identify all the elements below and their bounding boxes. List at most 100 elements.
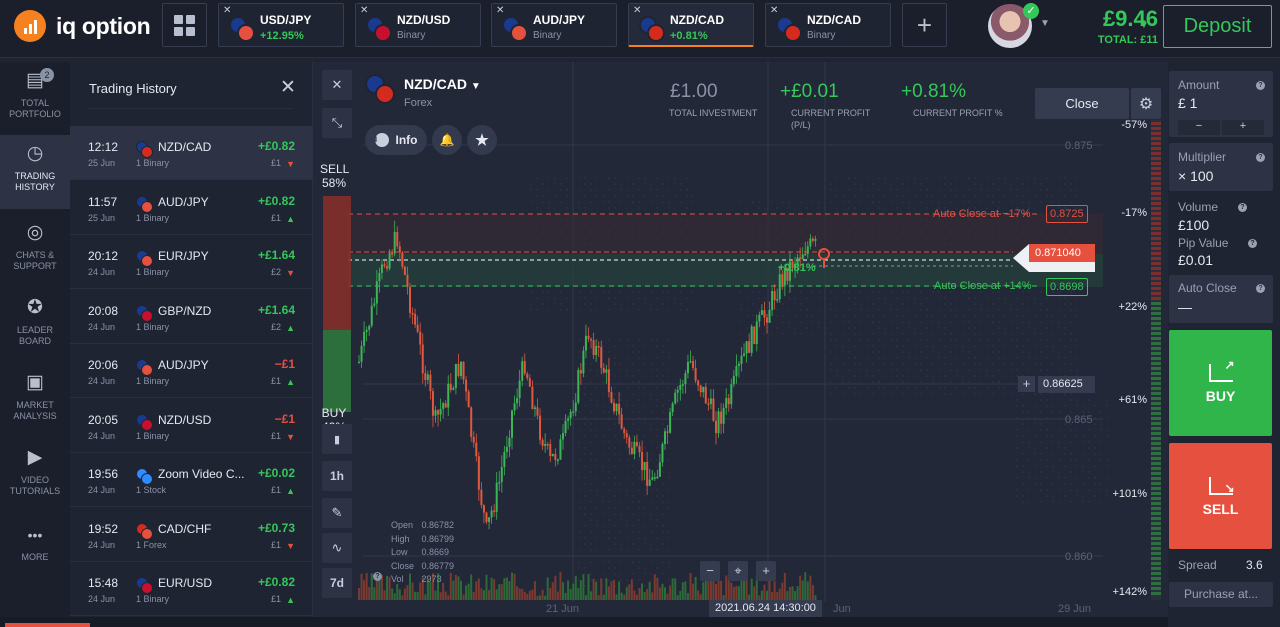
map-dot (632, 501, 634, 503)
sell-button[interactable]: ↘ SELL (1169, 443, 1272, 549)
map-dot (1016, 345, 1018, 347)
brand-logo[interactable]: iq option (14, 10, 151, 42)
map-dot (1088, 471, 1090, 473)
balance-display[interactable]: £9.46 TOTAL: £11 (1066, 6, 1158, 46)
close-tab-icon[interactable]: ✕ (633, 5, 642, 16)
map-dot (1010, 381, 1012, 383)
map-dot (962, 333, 964, 335)
candle-body (717, 411, 720, 434)
volume-bar (745, 574, 748, 600)
zoom-reset-button[interactable]: ⌖ (728, 561, 748, 581)
amount-value[interactable]: £ 1 (1178, 95, 1198, 111)
auto-close-field[interactable]: Auto Close ? — (1169, 275, 1273, 323)
close-tab-icon[interactable]: ✕ (360, 5, 369, 16)
map-dot (584, 537, 586, 539)
history-row[interactable]: 20:06 24 Jun AUD/JPY 1 Binary −£1 £1 ▲ (70, 344, 313, 398)
buy-button[interactable]: ↗ BUY (1169, 330, 1272, 436)
map-dot (620, 351, 622, 353)
history-row[interactable]: 12:12 25 Jun NZD/CAD 1 Binary +£0.82 £1 ▼ (70, 126, 313, 180)
bell-icon[interactable]: 🔔 (432, 125, 462, 155)
close-tab-icon[interactable]: ✕ (770, 5, 779, 16)
asset-tab[interactable]: ✕ AUD/JPY Binary (491, 3, 617, 47)
nav-item[interactable]: ▤ 2 TOTAL PORTFOLIO (0, 62, 70, 134)
gear-icon[interactable]: ⚙ (1131, 88, 1161, 119)
map-dot (638, 519, 640, 521)
asset-selector[interactable]: NZD/CAD ▼ (404, 76, 481, 92)
asset-tab[interactable]: ✕ NZD/USD Binary (355, 3, 481, 47)
add-tab-button[interactable]: + (902, 3, 947, 47)
trade-investment: £1 (270, 539, 281, 550)
chevron-down-icon[interactable]: ▼ (1040, 18, 1050, 29)
history-row[interactable]: 19:52 24 Jun CAD/CHF 1 Forex +£0.73 £1 ▼ (70, 508, 313, 562)
asset-tab[interactable]: ✕ USD/JPY +12.95% (218, 3, 344, 47)
map-dot (668, 567, 670, 569)
history-row[interactable]: 20:08 24 Jun GBP/NZD 1 Binary +£1.64 £2 ▲ (70, 290, 313, 344)
map-dot (1004, 387, 1006, 389)
nav-label: VIDEO TUTORIALS (9, 475, 61, 496)
history-row[interactable]: 15:48 24 Jun EUR/USD 1 Binary +£0.82 £1 ▲ (70, 562, 313, 616)
map-dot (1040, 489, 1042, 491)
map-dot (1040, 399, 1042, 401)
multiplier-field[interactable]: Multiplier ? × 100 (1169, 143, 1273, 191)
close-tab-icon[interactable]: ✕ (223, 5, 232, 16)
close-tab-icon[interactable]: ✕ (496, 5, 505, 16)
map-dot (962, 363, 964, 365)
history-row[interactable]: 20:05 24 Jun NZD/USD 1 Binary −£1 £1 ▼ (70, 399, 313, 453)
volume-bar (490, 577, 493, 600)
close-position-button[interactable]: Close (1035, 88, 1129, 119)
nav-item[interactable]: ◎ CHATS & SUPPORT (0, 214, 70, 286)
help-icon[interactable]: ? (1256, 81, 1265, 90)
pct-scale-tick (1151, 152, 1161, 155)
purchase-at-button[interactable]: Purchase at... (1169, 582, 1273, 607)
indicator-icon[interactable]: ∿ (322, 533, 352, 563)
nav-item[interactable]: ✪ LEADER BOARD (0, 289, 70, 361)
map-dot (668, 519, 670, 521)
timeframe-button[interactable]: 1h (322, 461, 352, 491)
help-icon[interactable]: ? (1248, 239, 1257, 248)
map-dot (1058, 471, 1060, 473)
help-icon[interactable]: ? (1256, 284, 1265, 293)
chart-area[interactable]: 0.875 0.865 0.860 21 Jun Jun 29 Jun -57% -17% +2… (313, 62, 1168, 617)
map-dot (626, 465, 628, 467)
pct-scale-tick (1151, 357, 1161, 360)
nav-item[interactable]: ▣ MARKET ANALYSIS (0, 364, 70, 436)
asset-tab[interactable]: ✕ NZD/CAD Binary (765, 3, 891, 47)
asset-tab[interactable]: ✕ NZD/CAD +0.81% (628, 3, 754, 47)
nav-item[interactable]: ••• MORE (0, 514, 70, 568)
close-icon[interactable]: ✕ (280, 77, 296, 98)
map-dot (1070, 291, 1072, 293)
help-icon[interactable]: ? (1256, 153, 1265, 162)
nav-item[interactable]: ◷ TRADING HISTORY (0, 135, 70, 209)
map-dot (596, 375, 598, 377)
auto-close-loss-price[interactable]: 0.8725 (1046, 205, 1088, 223)
volume-bar (518, 588, 521, 600)
amount-field[interactable]: Amount ? £ 1 − + (1169, 71, 1273, 137)
star-icon[interactable]: ★ (467, 125, 497, 155)
balance-chevron-icon[interactable]: ▼ (1139, 20, 1149, 31)
help-icon[interactable]: ? (1238, 203, 1247, 212)
assets-grid-button[interactable] (162, 3, 207, 47)
add-alert-icon[interactable]: + (1018, 376, 1035, 392)
deposit-button[interactable]: Deposit (1163, 5, 1272, 48)
collapse-icon[interactable]: ⤡ (322, 108, 352, 138)
help-icon[interactable]: ? (373, 572, 382, 581)
amount-plus-button[interactable]: + (1222, 120, 1264, 135)
history-row[interactable]: 19:56 24 Jun Zoom Video C... 1 Stock +£0.02 £… (70, 453, 313, 507)
map-dot (626, 525, 628, 527)
history-row[interactable]: 20:12 24 Jun EUR/JPY 1 Binary +£1.64 £2 ▼ (70, 235, 313, 289)
candle-type-icon[interactable]: ▮ (322, 424, 352, 454)
zoom-out-button[interactable]: − (700, 561, 720, 581)
zoom-in-button[interactable]: + (756, 561, 776, 581)
trade-type: 1 Binary (136, 321, 170, 332)
info-button[interactable]: i Info (365, 125, 427, 155)
map-dot (1034, 495, 1036, 497)
auto-close-win-price[interactable]: 0.8698 (1046, 278, 1088, 296)
pencil-icon[interactable]: ✎ (322, 498, 352, 528)
history-row[interactable]: 11:57 25 Jun AUD/JPY 1 Binary +£0.82 £1 ▲ (70, 181, 313, 235)
candle-body (383, 264, 386, 267)
close-chart-icon[interactable]: ✕ (322, 70, 352, 100)
period-button[interactable]: 7d (322, 568, 352, 598)
nav-item[interactable]: ▶ VIDEO TUTORIALS (0, 439, 70, 511)
amount-minus-button[interactable]: − (1178, 120, 1220, 135)
